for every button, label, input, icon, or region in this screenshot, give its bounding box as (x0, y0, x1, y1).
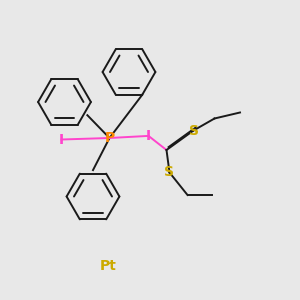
Text: I: I (59, 133, 64, 146)
Text: S: S (188, 124, 199, 137)
Text: Pt: Pt (100, 259, 116, 272)
Text: S: S (164, 166, 175, 179)
Text: P: P (104, 131, 115, 145)
Text: I: I (146, 129, 151, 143)
